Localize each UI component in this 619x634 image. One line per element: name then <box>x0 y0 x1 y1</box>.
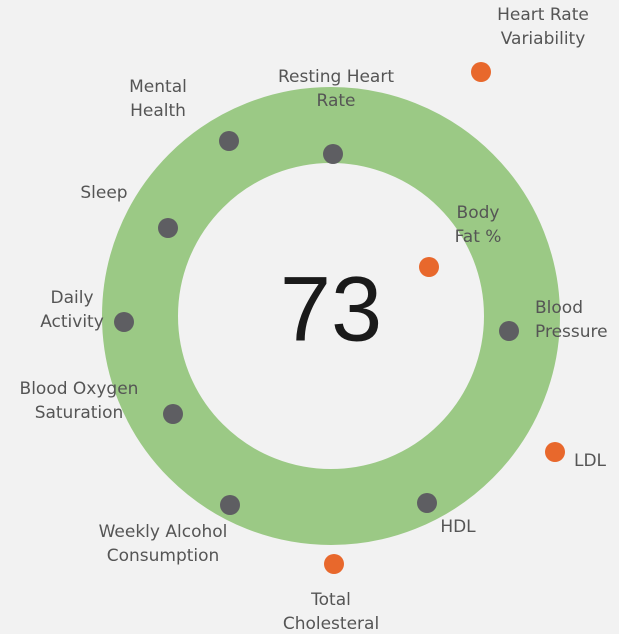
metric-label: Mental <box>129 77 187 97</box>
score-value: 73 <box>280 258 382 360</box>
metric-dot <box>417 493 437 513</box>
metric-dot <box>220 495 240 515</box>
metric-dot <box>158 218 178 238</box>
metric-label: Variability <box>501 29 586 49</box>
metric-dot <box>323 144 343 164</box>
metric-label: LDL <box>574 451 607 471</box>
metric-label: Consumption <box>107 546 220 566</box>
metric-label: Body <box>457 203 500 223</box>
metric-dot <box>499 321 519 341</box>
metric-label: Heart Rate <box>497 5 589 25</box>
metric-label: Saturation <box>35 403 124 423</box>
metric-label: Blood <box>535 298 583 318</box>
metric-label: Sleep <box>80 183 127 203</box>
metric-label: Rate <box>317 91 356 111</box>
metric-dot <box>163 404 183 424</box>
score-ring <box>102 87 560 545</box>
metric-label: Blood Oxygen <box>20 379 139 399</box>
metric-dot <box>545 442 565 462</box>
metric-dot <box>114 312 134 332</box>
metric-dot <box>219 131 239 151</box>
metric-label: Resting Heart <box>278 67 394 87</box>
metric-dot <box>471 62 491 82</box>
metric-label: Cholesteral <box>283 614 379 634</box>
metric-label: HDL <box>440 517 476 537</box>
metric-dot <box>324 554 344 574</box>
metric-dot <box>419 257 439 277</box>
metric-label: Fat % <box>455 227 502 247</box>
metric-label: Activity <box>40 312 104 332</box>
metric-label: Total <box>310 590 351 610</box>
metric-label: Weekly Alcohol <box>99 522 228 542</box>
metric-label: Daily <box>50 288 93 308</box>
metric-label: Health <box>130 101 186 121</box>
metric-label: Pressure <box>535 322 608 342</box>
